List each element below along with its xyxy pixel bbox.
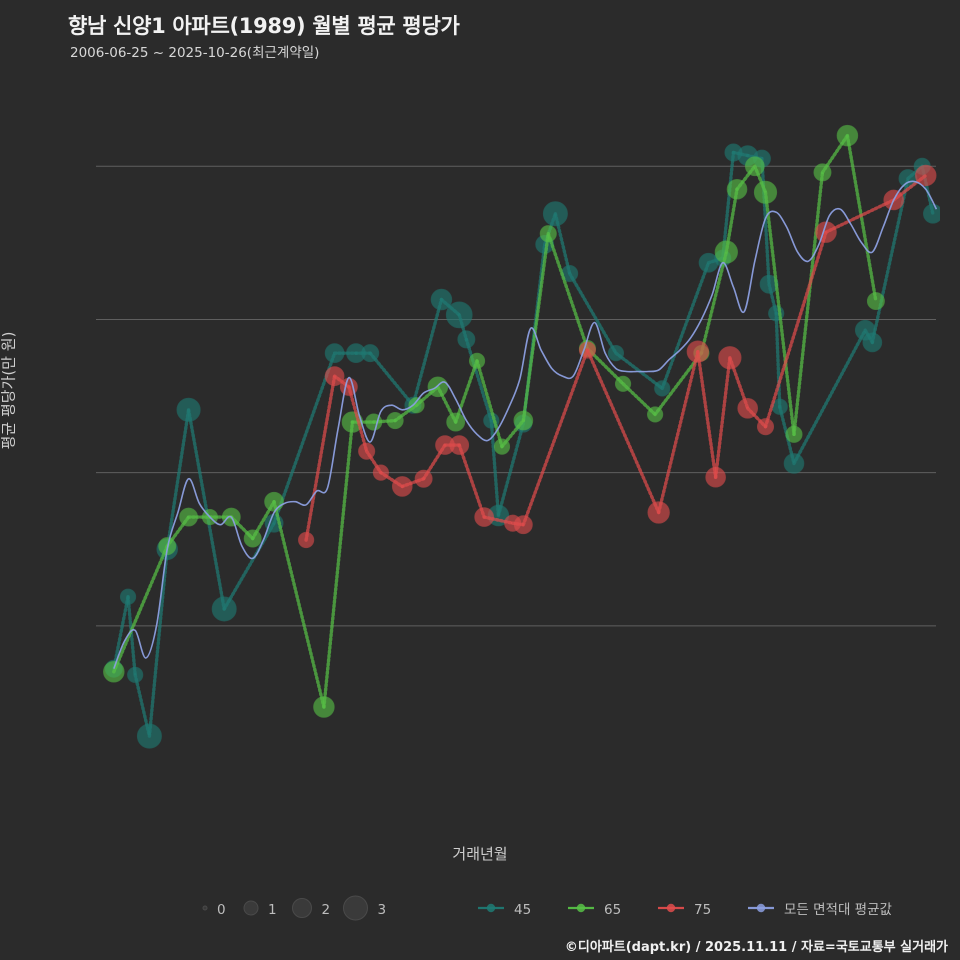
legend-series-label: 65 xyxy=(604,902,621,918)
footer-credit: ©디아파트(dapt.kr) / 2025.11.11 / 자료=국토교통부 실… xyxy=(564,940,948,955)
chart-subtitle: 2006-06-25 ~ 2025-10-26(최근계약일) xyxy=(70,45,320,61)
x-axis-title: 거래년월 xyxy=(452,845,508,863)
plot-area: 300400500600 200601200607200701200707200… xyxy=(96,124,940,749)
page-title: 향남 신양1 아파트(1989) 월별 평균 평당가 xyxy=(68,14,460,38)
legend-size-label: 3 xyxy=(378,902,387,918)
legend-size-marker xyxy=(343,895,368,921)
legend-size-scale: 0 1 2 3 xyxy=(202,895,387,921)
series-모든-면적대-평균값 xyxy=(113,180,938,669)
series-75 xyxy=(298,164,937,549)
legend-size-label: 0 xyxy=(217,902,226,918)
legend-item-75[interactable]: 75 xyxy=(658,902,711,918)
legend-size-marker xyxy=(202,905,208,911)
legend-item-45[interactable]: 45 xyxy=(478,902,531,918)
legend-series-label: 45 xyxy=(514,902,531,918)
legend-size-marker xyxy=(292,898,312,918)
legend-series-list[interactable]: 45 65 75 모든 면적대 평균값 xyxy=(478,902,892,918)
legend-item-65[interactable]: 65 xyxy=(568,902,621,918)
legend-size-label: 2 xyxy=(322,902,331,918)
legend-size-marker xyxy=(243,900,259,916)
legend-series-label: 75 xyxy=(694,902,711,918)
chart-legend[interactable]: 0 1 2 3 45 65 75 모든 면적대 평균값 xyxy=(0,893,960,923)
y-axis-title: 평균 평당가(만 원) xyxy=(0,331,18,450)
gridlines xyxy=(96,165,936,627)
series-layer xyxy=(103,124,940,749)
legend-item-모든-면적대-평균값[interactable]: 모든 면적대 평균값 xyxy=(748,902,892,918)
legend-series-label: 모든 면적대 평균값 xyxy=(784,902,892,918)
legend-size-label: 1 xyxy=(268,902,277,918)
series-65 xyxy=(103,124,885,718)
